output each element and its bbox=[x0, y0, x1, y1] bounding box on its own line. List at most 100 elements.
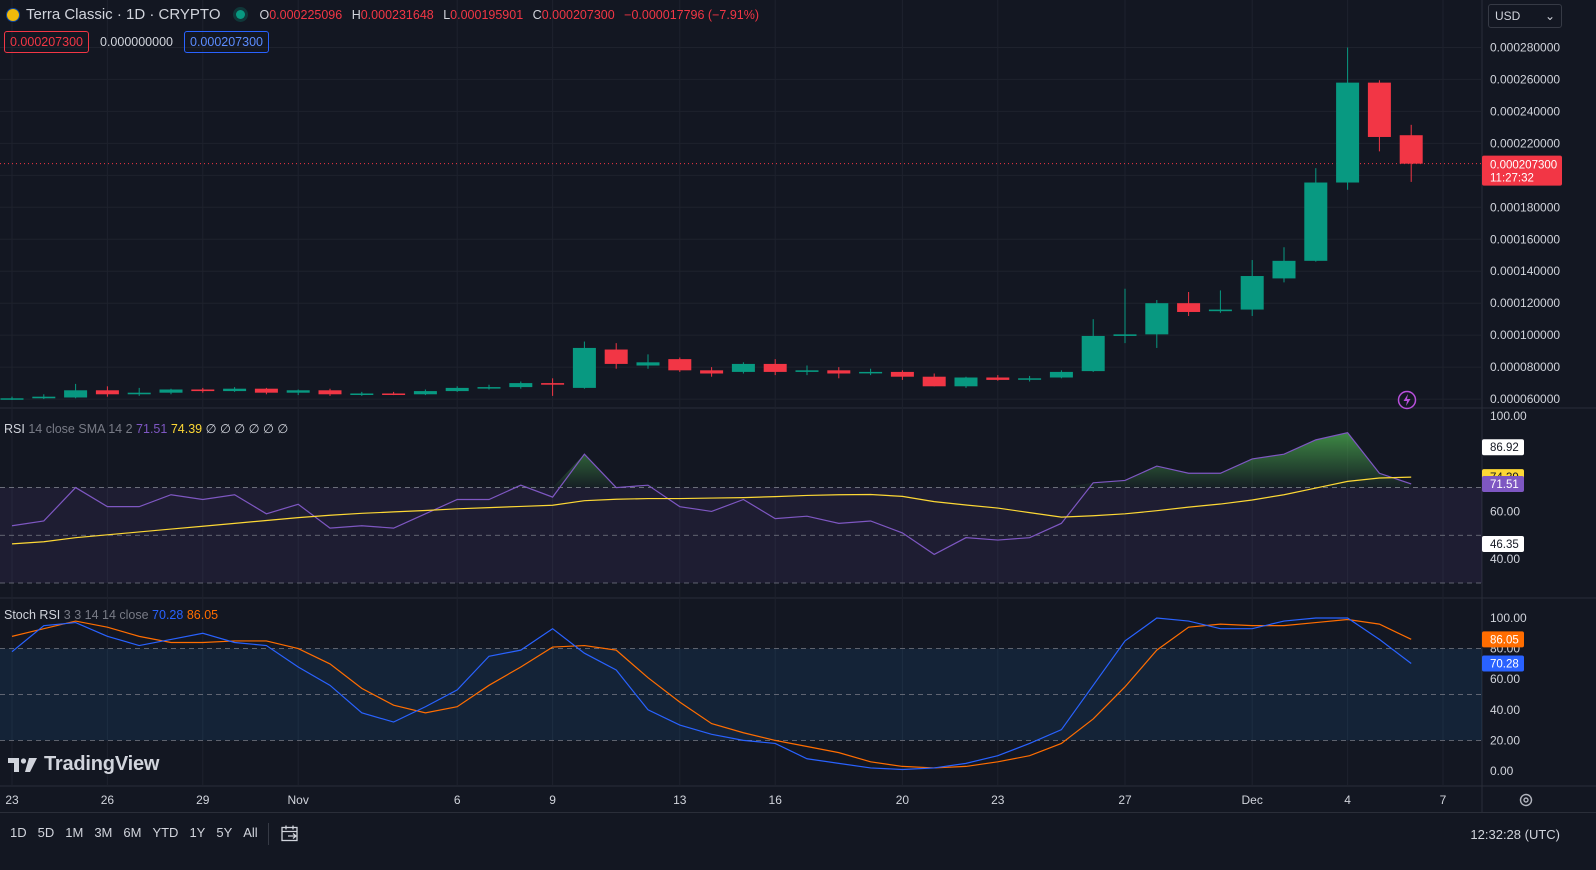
rsi-value: 71.51 bbox=[136, 422, 168, 436]
rsi-tick-label: 60.00 bbox=[1490, 504, 1520, 518]
candle-body bbox=[95, 390, 119, 395]
rsi-legend[interactable]: RSI 14 close SMA 14 2 71.51 74.39 ∅ ∅ ∅ … bbox=[4, 421, 288, 436]
range-all[interactable]: All bbox=[243, 825, 258, 840]
replay-flash-button[interactable] bbox=[1397, 390, 1417, 415]
stoch-tick-label: 20.00 bbox=[1490, 733, 1520, 747]
rsi-ma-value: 74.39 bbox=[170, 422, 203, 436]
candle-body bbox=[636, 362, 660, 366]
calendar-icon bbox=[281, 825, 298, 842]
candle-body bbox=[1272, 260, 1296, 279]
stoch-d-label: 86.05 bbox=[1490, 634, 1519, 646]
stoch-name: Stoch RSI bbox=[4, 608, 61, 622]
candle-body bbox=[1399, 135, 1423, 164]
goto-date-button[interactable] bbox=[280, 824, 300, 849]
currency-select[interactable]: USD ⌄ bbox=[1488, 4, 1562, 28]
symbol-title[interactable]: Terra Classic · 1D · CRYPTO bbox=[26, 6, 221, 23]
candle-body bbox=[0, 398, 24, 400]
range-5y[interactable]: 5Y bbox=[216, 825, 233, 840]
time-axis-label: 20 bbox=[896, 793, 910, 807]
candle-body bbox=[318, 390, 342, 395]
candle-body bbox=[254, 388, 278, 393]
candle-body bbox=[1145, 303, 1169, 335]
price-tick-label: 0.000260000 bbox=[1490, 72, 1560, 86]
time-axis-label: 26 bbox=[101, 793, 115, 807]
price-tick-label: 0.000140000 bbox=[1490, 264, 1560, 278]
candle-body bbox=[445, 387, 469, 392]
candle-body bbox=[191, 389, 215, 392]
rsi-value-label: 71.51 bbox=[1490, 479, 1519, 491]
rsi-overbought-fill bbox=[12, 432, 1412, 488]
range-1d[interactable]: 1D bbox=[10, 825, 27, 840]
tradingview-watermark[interactable]: TradingView bbox=[8, 753, 159, 776]
ohlc-values: O0.000225096 H0.000231648 L0.000195901 C… bbox=[259, 7, 760, 22]
rsi-line bbox=[11, 432, 1412, 556]
toolbar-divider bbox=[268, 823, 269, 845]
candle-body bbox=[700, 370, 724, 374]
symbol-header: Terra Classic · 1D · CRYPTO O0.000225096… bbox=[6, 6, 765, 23]
range-1m[interactable]: 1M bbox=[65, 825, 84, 840]
rsi-empty-values: ∅ ∅ ∅ ∅ ∅ ∅ bbox=[205, 422, 289, 436]
stoch-legend[interactable]: Stoch RSI 3 3 14 14 close 70.28 86.05 bbox=[4, 608, 218, 622]
stoch-tick-label: 0.00 bbox=[1490, 764, 1514, 778]
range-1y[interactable]: 1Y bbox=[189, 825, 206, 840]
candle-body bbox=[413, 391, 437, 395]
range-6m[interactable]: 6M bbox=[123, 825, 142, 840]
price-change: −0.000017796 (−7.91%) bbox=[624, 7, 760, 22]
stoch-params: 3 3 14 14 close bbox=[63, 608, 149, 622]
market-status-icon bbox=[236, 10, 246, 19]
candle-body bbox=[382, 393, 406, 395]
stoch-k-label: 70.28 bbox=[1490, 658, 1519, 670]
candle-body bbox=[1367, 82, 1391, 137]
candle-body bbox=[763, 363, 787, 372]
tradingview-wordmark: TradingView bbox=[44, 753, 160, 775]
price-tick-label: 0.000220000 bbox=[1490, 136, 1560, 150]
candle-body bbox=[286, 390, 310, 393]
candle-body bbox=[1336, 82, 1360, 183]
candle-body bbox=[1240, 276, 1264, 310]
rsi-min-label: 46.35 bbox=[1490, 539, 1519, 551]
rsi-max-label: 86.92 bbox=[1490, 442, 1519, 454]
candle-body bbox=[1049, 371, 1073, 378]
sell-price-box[interactable]: 0.000207300 bbox=[4, 31, 89, 53]
stoch-d-label-bg bbox=[1482, 631, 1524, 648]
last-price-axis-text: 0.000207300 bbox=[1490, 160, 1557, 172]
range-5d[interactable]: 5D bbox=[37, 825, 55, 840]
time-axis-label: 23 bbox=[991, 793, 1005, 807]
terra-classic-logo bbox=[6, 7, 20, 22]
price-tick-label: 0.000160000 bbox=[1490, 232, 1560, 246]
candle-body bbox=[64, 390, 88, 398]
utc-clock[interactable]: 12:32:28 (UTC) bbox=[1470, 827, 1560, 842]
stoch-k-value: 70.28 bbox=[152, 608, 184, 622]
rsi-params: 14 close SMA 14 2 bbox=[28, 422, 133, 436]
chevron-down-icon: ⌄ bbox=[1544, 9, 1555, 23]
rsi-value-label-bg bbox=[1482, 475, 1524, 492]
stoch-tick-label: 40.00 bbox=[1490, 703, 1520, 717]
candle-body bbox=[1177, 303, 1201, 312]
buy-price-box[interactable]: 0.000207300 bbox=[184, 31, 269, 53]
chart-canvas[interactable]: 0.000280000 0.000260000 0.000240000 0.00022… bbox=[0, 0, 1596, 812]
time-axis-label: Nov bbox=[288, 793, 309, 807]
gear-icon bbox=[1519, 793, 1533, 807]
stoch-k-line bbox=[11, 617, 1412, 771]
stoch-tick-label: 60.00 bbox=[1490, 672, 1520, 686]
candle-body bbox=[509, 383, 533, 388]
candle-body bbox=[350, 393, 374, 395]
candle-body bbox=[541, 383, 565, 385]
rsi-tick-label: 100.00 bbox=[1490, 409, 1527, 423]
rsi-max-label-bg bbox=[1482, 439, 1524, 456]
time-axis-label: 29 bbox=[196, 793, 210, 807]
candle-body bbox=[890, 371, 914, 377]
stoch-d-value: 86.05 bbox=[186, 608, 219, 622]
candle-body bbox=[1018, 378, 1042, 380]
lightning-icon bbox=[1397, 390, 1417, 410]
time-axis-label: 9 bbox=[549, 793, 556, 807]
range-3m[interactable]: 3M bbox=[94, 825, 113, 840]
range-ytd[interactable]: YTD bbox=[152, 825, 179, 840]
chart-settings-button[interactable] bbox=[1518, 792, 1534, 813]
price-tick-label: 0.000180000 bbox=[1490, 200, 1560, 214]
candle-body bbox=[954, 377, 978, 387]
rsi-min-label-bg bbox=[1482, 535, 1524, 552]
bottom-toolbar: 1D 5D 1M 3M 6M YTD 1Y 5Y All 12:32:28 (U… bbox=[0, 812, 1596, 857]
price-tick-label: 0.000240000 bbox=[1490, 104, 1560, 118]
stoch-tick-label: 100.00 bbox=[1490, 611, 1527, 625]
